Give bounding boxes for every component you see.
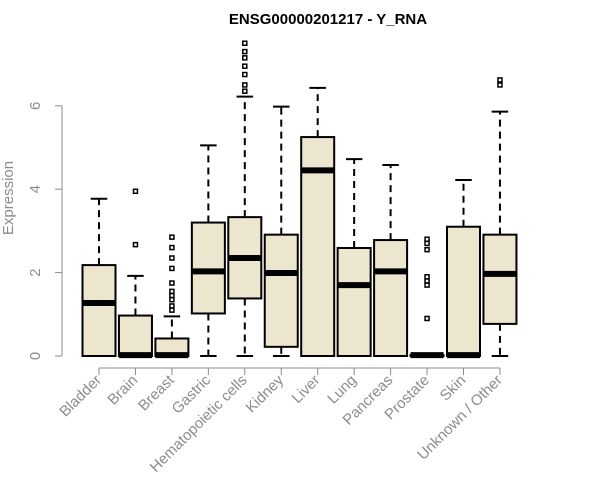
box-12: [482, 77, 518, 357]
outlier-point: [169, 296, 175, 303]
y-tick-label: 0: [27, 352, 44, 360]
box-body: [373, 239, 409, 358]
y-tick-label: 4: [27, 185, 44, 193]
outlier-point: [169, 265, 175, 272]
outlier-point: [497, 77, 503, 83]
outlier-point: [132, 241, 139, 248]
x-tick-label: Kidney: [243, 371, 288, 416]
y-tick-label: 6: [27, 102, 44, 110]
box-10: [409, 236, 445, 359]
box-2: [117, 188, 153, 359]
box-1: [81, 197, 117, 357]
box-5: [227, 40, 263, 357]
outlier-point: [424, 236, 430, 242]
box-body: [190, 221, 226, 315]
outlier-point: [424, 274, 430, 280]
outlier-point: [169, 234, 175, 240]
box-8: [336, 158, 372, 357]
outlier-point: [242, 71, 248, 78]
y-tick-label: 2: [27, 268, 44, 276]
outlier-point: [242, 48, 248, 55]
box-6: [263, 105, 299, 357]
outlier-point: [169, 303, 175, 309]
outlier-point: [169, 280, 175, 286]
outlier-point: [424, 246, 430, 253]
outlier-point: [169, 292, 175, 299]
outlier-point: [169, 288, 175, 295]
box-body: [482, 233, 518, 325]
outlier-point: [497, 82, 503, 88]
outlier-point: [169, 307, 175, 313]
x-tick-label: Skin: [437, 372, 470, 405]
outlier-point: [242, 88, 248, 94]
x-tick-label: Liver: [289, 372, 324, 407]
x-tick-label: Bladder: [56, 372, 105, 421]
chart-title: ENSG00000201217 - Y_RNA: [229, 11, 427, 28]
box-body: [117, 314, 153, 357]
outlier-point: [242, 63, 248, 69]
outlier-point: [242, 82, 248, 88]
outlier-point: [242, 55, 248, 61]
outlier-point: [242, 40, 248, 46]
box-body: [300, 136, 336, 357]
axes: 0 2 4 6: [27, 102, 501, 375]
box-body: [446, 225, 481, 357]
outlier-point: [132, 188, 139, 195]
box-body: [263, 233, 299, 348]
outlier-point: [424, 278, 430, 284]
box-4: [190, 144, 226, 357]
box-11: [446, 179, 481, 359]
outlier-point: [424, 240, 430, 247]
box-body: [81, 264, 117, 357]
box-7: [300, 86, 336, 357]
outlier-point: [169, 255, 175, 261]
outlier-point: [424, 282, 430, 288]
box-3: [154, 234, 190, 359]
boxes: [81, 40, 518, 359]
outlier-point: [424, 315, 430, 322]
outlier-point: [169, 244, 175, 251]
box-9: [373, 164, 409, 358]
y-axis-label: Expression: [0, 161, 17, 235]
box-body: [336, 246, 372, 357]
